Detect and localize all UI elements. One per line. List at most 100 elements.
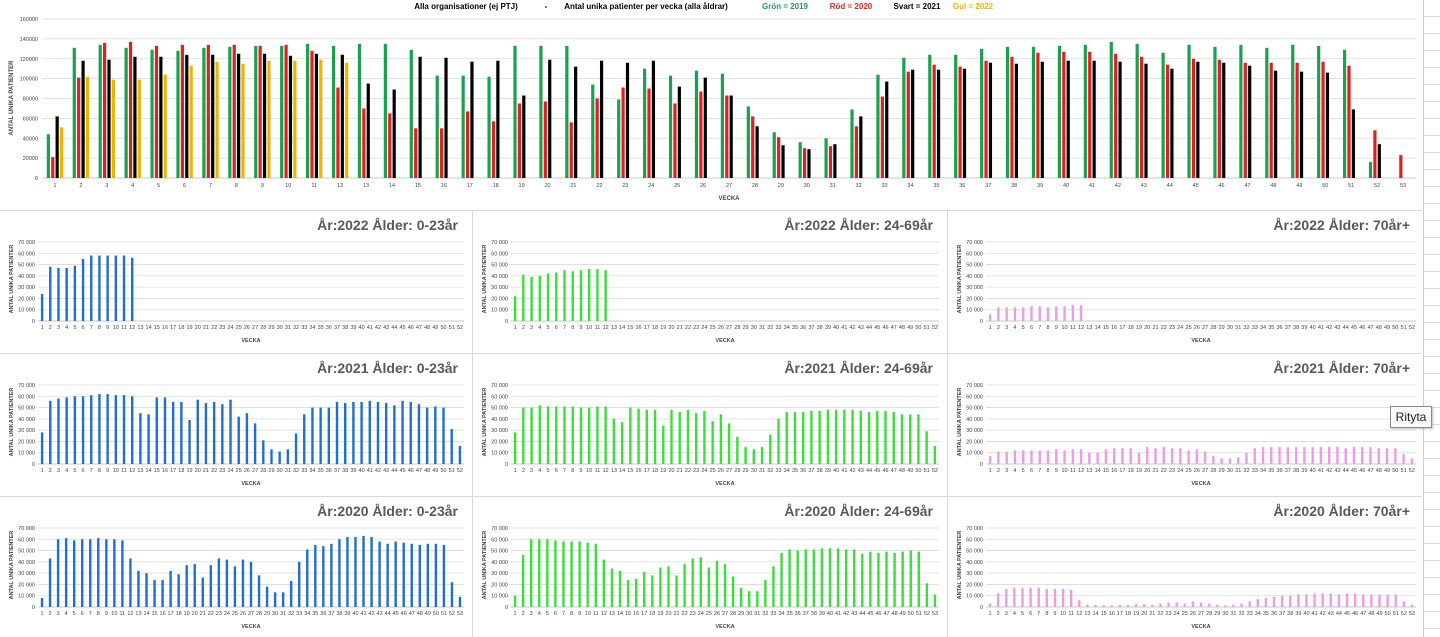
bar-2019 — [72, 47, 76, 178]
x-tick-label: 11 — [1070, 325, 1076, 331]
x-tick-label: 49 — [907, 325, 913, 331]
x-tick-label: 31 — [285, 325, 291, 331]
bar — [1013, 587, 1016, 607]
bar — [604, 406, 607, 464]
bar — [834, 409, 838, 464]
main-chart-panel[interactable]: Alla organisationer (ej PTJ) - Antal uni… — [0, 0, 1422, 209]
x-tick-label: 23 — [219, 468, 225, 474]
y-tick-label: 70 000 — [966, 240, 983, 246]
small-chart-panel-7[interactable]: År:2020 Ålder: 0-23år ANTAL UNIKA PATIENT… — [0, 497, 470, 637]
x-tick-label: 24 — [698, 611, 704, 617]
bar — [715, 560, 719, 607]
x-tick-label: 25 — [236, 468, 242, 474]
bar — [386, 543, 389, 607]
bar — [410, 543, 413, 607]
bar — [281, 592, 285, 607]
bar-2019 — [539, 45, 543, 178]
bar — [513, 296, 517, 321]
bar — [122, 255, 126, 321]
x-tick-label: 3 — [1005, 325, 1008, 331]
bar-2021 — [1377, 144, 1381, 178]
small-chart-panel-5[interactable]: År:2021 Ålder: 24-69år ANTAL UNIKA PATIEN… — [473, 354, 945, 494]
x-tick-label: 16 — [162, 325, 168, 331]
small-chart-panel-9[interactable]: År:2020 Ålder: 70år+ ANTAL UNIKA PATIENTE… — [948, 497, 1422, 637]
small-chart-panel-3[interactable]: År:2022 Ålder: 70år+ ANTAL UNIKA PATIENTE… — [948, 211, 1422, 351]
x-tick-label: 21 — [200, 611, 206, 617]
small-chart-title: År:2020 Ålder: 0-23år — [317, 503, 458, 519]
bar — [546, 539, 549, 607]
bar — [155, 397, 158, 464]
x-tick-label: 22 — [211, 325, 217, 331]
bar — [1110, 605, 1113, 607]
x-tick-label: 32 — [1239, 611, 1245, 617]
x-tick-label: 44 — [391, 468, 397, 474]
bar — [233, 566, 237, 607]
x-tick-label: 3 — [530, 611, 533, 617]
x-tick-label: 14 — [617, 611, 623, 617]
x-tick-label: 52 — [1401, 611, 1407, 617]
y-tick-label: 70 000 — [18, 240, 35, 246]
bar — [571, 271, 574, 321]
x-tick-label: 20 — [195, 468, 201, 474]
bar-2020 — [984, 60, 988, 178]
bar — [344, 403, 347, 464]
x-tick-label: 25 — [236, 325, 242, 331]
small-chart-panel-8[interactable]: År:2020 Ålder: 24-69år ANTAL UNIKA PATIEN… — [473, 497, 945, 637]
x-tick-label: 13 — [1084, 611, 1090, 617]
bar — [1104, 449, 1108, 464]
x-tick-label: 45 — [393, 611, 399, 617]
bar — [1063, 306, 1066, 321]
bar-2021 — [988, 62, 993, 178]
small-chart-panel-2[interactable]: År:2022 Ålder: 24-69år ANTAL UNIKA PATIEN… — [473, 211, 945, 351]
x-tick-label: 20 — [192, 611, 198, 617]
bar — [114, 395, 118, 464]
bar-2019 — [954, 54, 958, 178]
y-tick-label: 40 000 — [966, 560, 983, 566]
x-tick-label: 35 — [792, 325, 798, 331]
bar — [563, 270, 566, 321]
small-chart-panel-4[interactable]: År:2021 Ålder: 0-23år ANTAL UNIKA PATIENT… — [0, 354, 470, 494]
bar — [736, 436, 739, 464]
y-tick-label: 0 — [505, 319, 508, 325]
x-tick-label: 42 — [375, 325, 381, 331]
x-tick-label: 33 — [1252, 468, 1258, 474]
bar-2019 — [228, 46, 232, 179]
small-chart-panel-1[interactable]: År:2022 Ålder: 0-23år ANTAL UNIKA PATIENT… — [0, 211, 470, 351]
bar — [933, 594, 937, 607]
bar-2019 — [306, 43, 310, 178]
x-tick-label: 47 — [1244, 183, 1250, 189]
bar — [161, 579, 164, 607]
bar-2019 — [824, 138, 828, 178]
bar — [289, 581, 293, 607]
x-tick-label: 47 — [416, 325, 422, 331]
x-tick-label: 42 — [843, 611, 849, 617]
x-tick-label: 37 — [808, 325, 814, 331]
x-tick-label: 47 — [1367, 468, 1373, 474]
x-tick-label: 28 — [752, 183, 758, 189]
y-tick-label: 30 000 — [18, 428, 35, 434]
x-tick-label: 4 — [1013, 611, 1016, 617]
x-tick-label: 51 — [449, 325, 455, 331]
x-tick-label: 19 — [1133, 611, 1139, 617]
y-tick-label: 40 000 — [491, 560, 508, 566]
bar — [65, 397, 68, 464]
bar — [1245, 452, 1248, 464]
x-tick-label: 12 — [129, 468, 135, 474]
x-tick-label: 13 — [1086, 325, 1092, 331]
small-chart-title: År:2020 Ålder: 70år+ — [1273, 503, 1410, 519]
y-tick-label: 10 000 — [491, 594, 508, 600]
bar-2020 — [414, 128, 418, 178]
x-tick-label: 15 — [625, 611, 631, 617]
main-xlabel: VECKA — [718, 196, 740, 202]
bar-2020 — [180, 44, 184, 179]
x-tick-label: 1 — [514, 611, 517, 617]
x-tick-label: 6 — [82, 468, 85, 474]
bar — [804, 549, 807, 607]
x-tick-label: 5 — [547, 325, 550, 331]
x-tick-label: 27 — [726, 183, 732, 189]
bar — [163, 397, 167, 464]
bar — [1053, 588, 1057, 607]
small-chart-panel-6[interactable]: År:2021 Ålder: 70år+ ANTAL UNIKA PATIENTE… — [948, 354, 1422, 494]
bar-2022 — [137, 79, 141, 178]
bar — [1294, 447, 1298, 464]
